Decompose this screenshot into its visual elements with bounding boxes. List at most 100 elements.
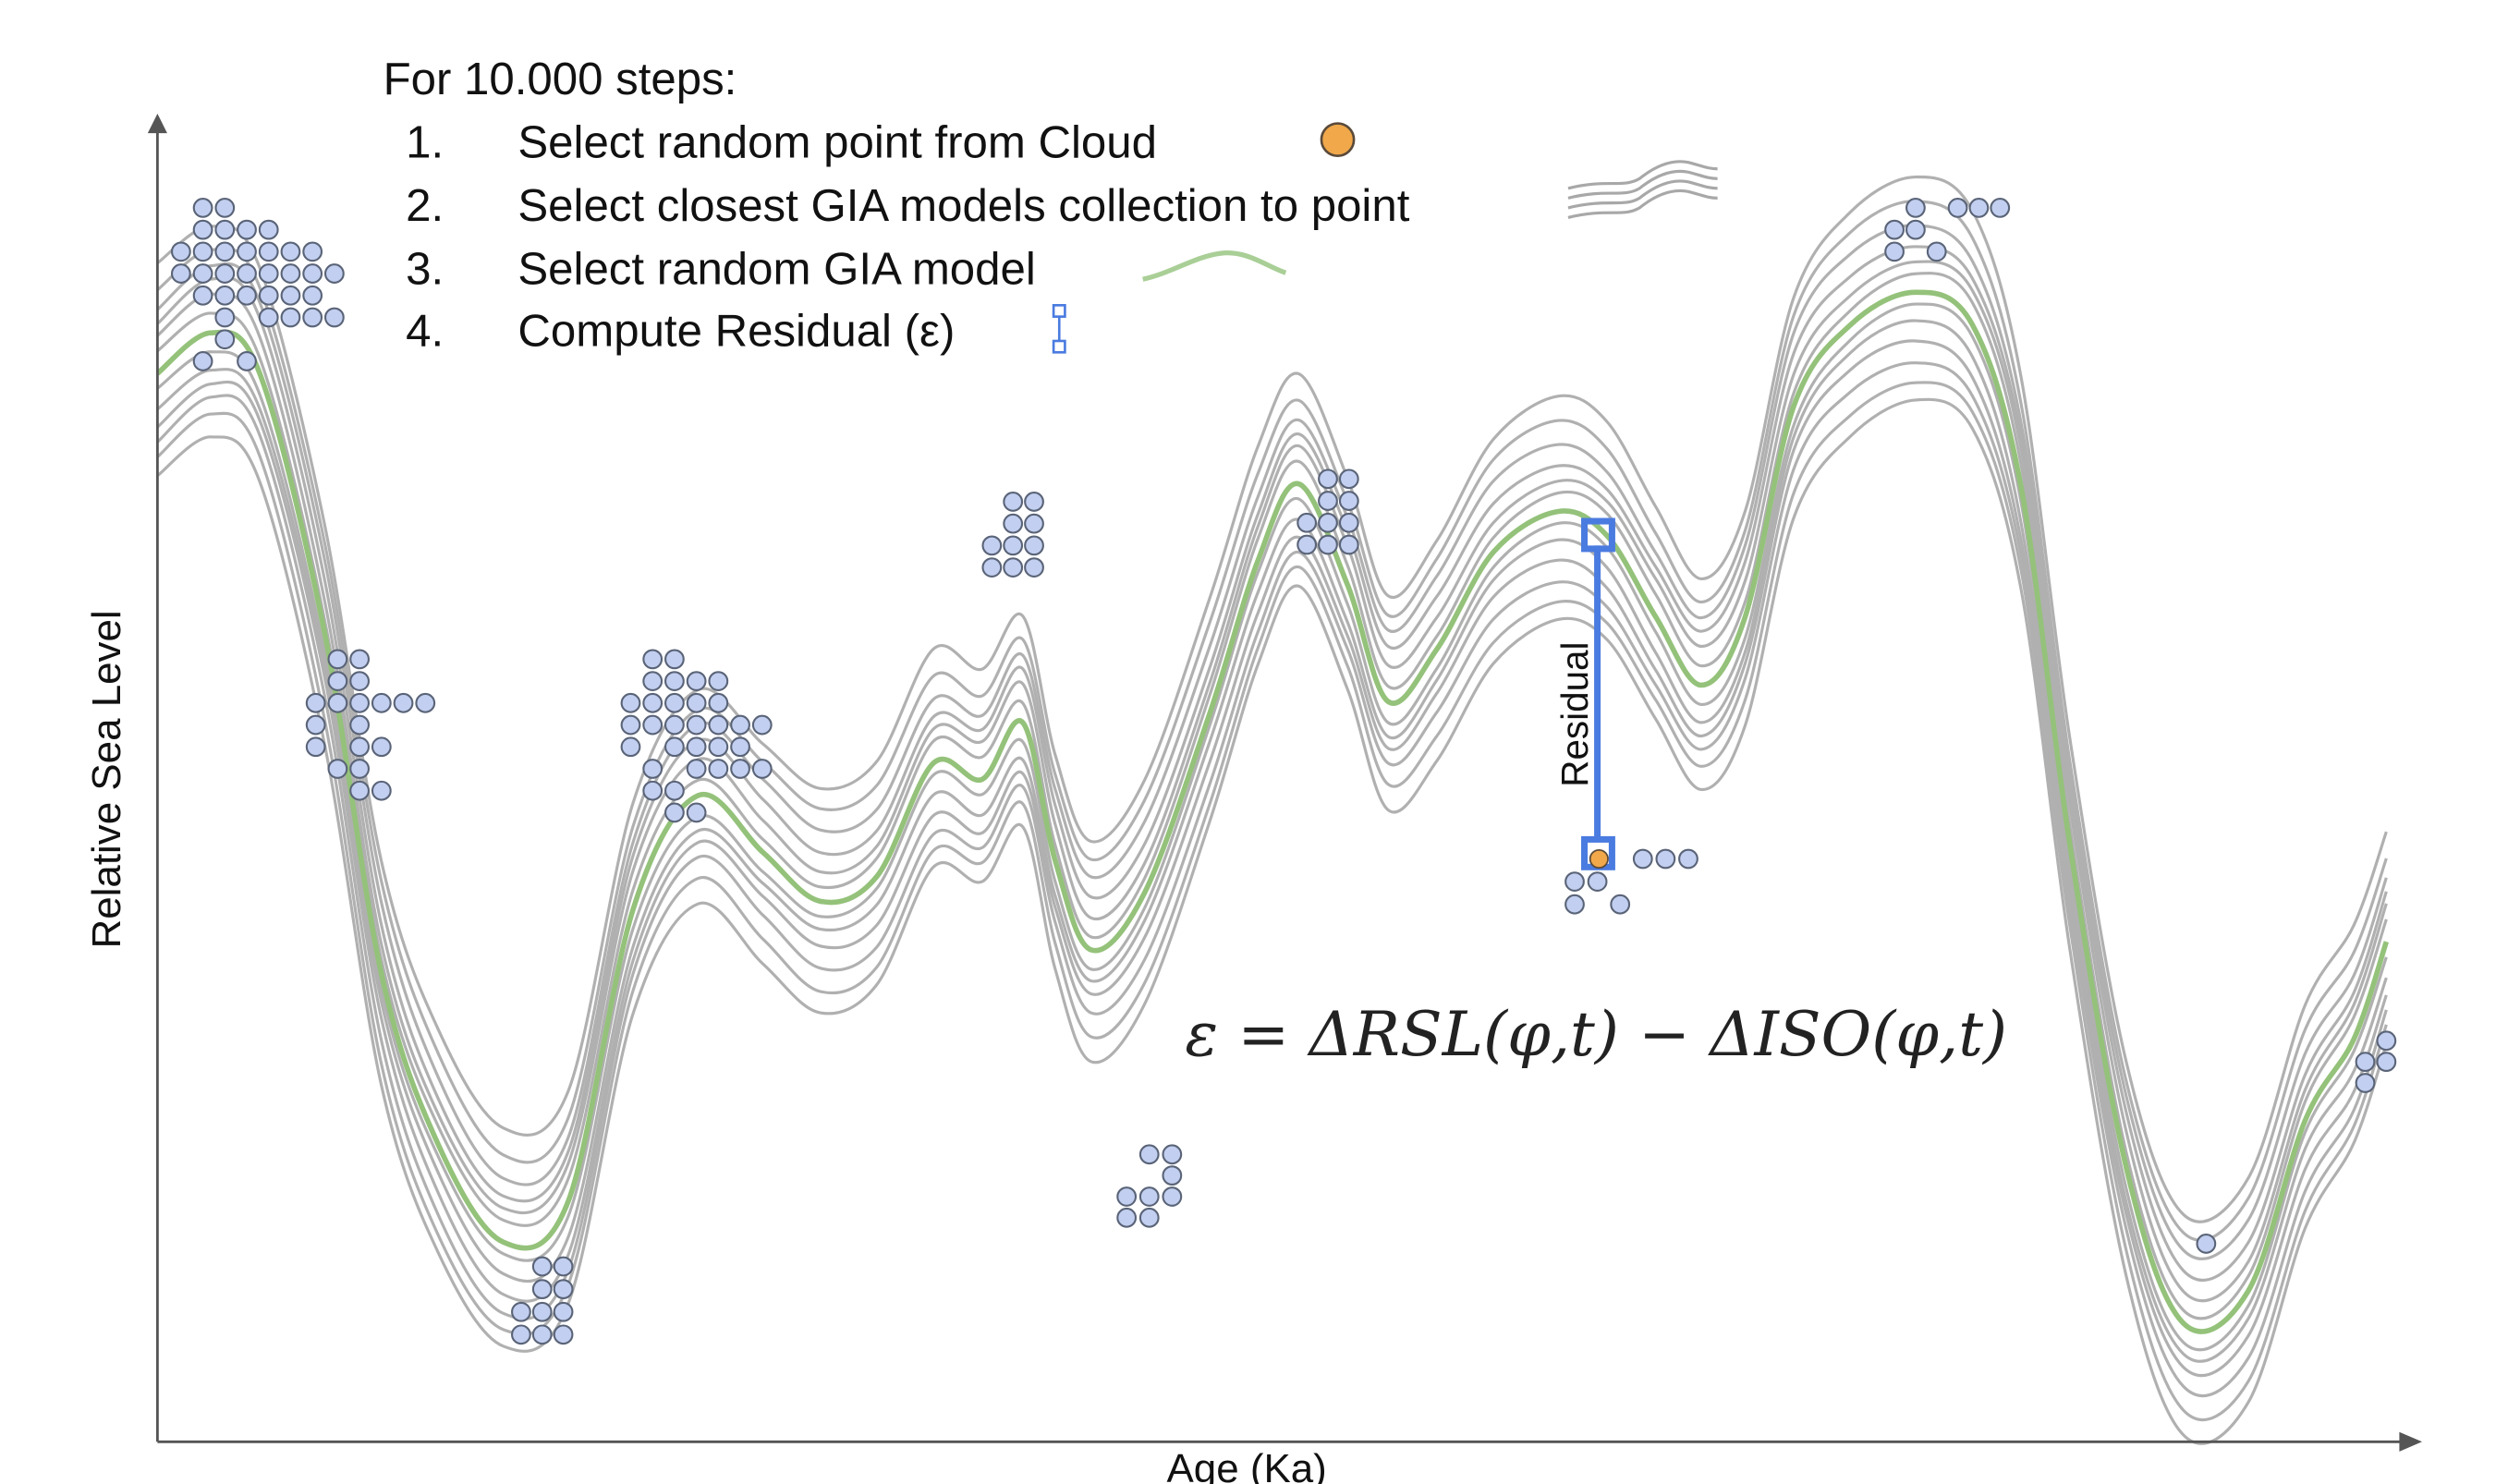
cloud-point	[393, 692, 414, 713]
cloud-point	[1318, 491, 1338, 511]
cloud-point	[1884, 241, 1905, 262]
cloud-point	[327, 671, 348, 691]
cloud-point	[981, 535, 1003, 556]
cloud-point	[1968, 198, 1990, 218]
cloud-point	[1990, 198, 2011, 218]
selected-gia-model-curve	[155, 289, 2390, 1334]
cloud-point	[1138, 1207, 1160, 1228]
cloud-point	[258, 307, 279, 328]
cloud-point	[531, 1324, 553, 1345]
cloud-point	[214, 263, 236, 284]
cloud-point	[553, 1324, 574, 1345]
cloud-point	[553, 1279, 574, 1300]
cloud-point	[280, 285, 301, 306]
cloud-point	[280, 307, 301, 328]
cloud-point	[642, 692, 664, 713]
gia-model-curve	[156, 260, 2388, 1303]
cloud-point	[751, 759, 773, 779]
cloud-point	[258, 285, 279, 306]
gia-model-curve	[156, 397, 2388, 1445]
cloud-point	[1318, 512, 1338, 533]
cloud-point	[1655, 848, 1676, 870]
cloud-point	[664, 780, 685, 801]
cloud-point-legend-icon	[1320, 122, 1356, 157]
gia-model-curve	[156, 339, 2388, 1378]
cloud-point	[664, 671, 685, 691]
residual-legend-icon	[1052, 304, 1066, 354]
cloud-point	[349, 759, 371, 779]
point-cloud	[305, 649, 436, 801]
cloud-point	[1926, 241, 1947, 262]
cloud-point	[371, 780, 392, 801]
point-cloud	[2196, 1234, 2217, 1254]
cloud-point	[349, 714, 371, 736]
cloud-point	[1162, 1186, 1183, 1207]
cloud-point	[258, 219, 279, 240]
gia-model-curve	[156, 200, 2388, 1242]
cloud-point	[686, 802, 707, 823]
cloud-point	[1610, 894, 1631, 915]
cloud-point	[237, 285, 257, 306]
instruction-list: For 10.000 steps: 1. Select random point…	[384, 54, 1718, 356]
cloud-point	[1003, 513, 1024, 534]
point-cloud	[511, 1256, 574, 1345]
cloud-point	[214, 285, 236, 306]
step-1-text: Select random point from Cloud	[517, 116, 1157, 167]
cloud-point	[371, 692, 392, 713]
cloud-point	[642, 759, 664, 779]
cloud-point	[323, 263, 345, 284]
cloud-point	[553, 1301, 574, 1322]
gia-model-legend-icon	[1142, 250, 1287, 282]
point-cloud	[620, 649, 773, 823]
y-axis-arrowhead	[147, 113, 167, 134]
cloud-point	[280, 241, 301, 262]
cloud-point	[553, 1256, 574, 1277]
cloud-point	[1024, 492, 1044, 512]
gia-collection-legend-icon	[1567, 160, 1718, 219]
cloud-point	[349, 692, 371, 713]
cloud-point	[730, 714, 750, 736]
residual-label: Residual	[1553, 642, 1596, 787]
cloud-point	[258, 263, 279, 284]
cloud-point	[730, 759, 750, 779]
cloud-point	[170, 241, 191, 262]
rsl-point-clouds	[170, 198, 2397, 1345]
cloud-point	[642, 780, 664, 801]
cloud-point	[1564, 894, 1585, 915]
cloud-point	[531, 1256, 553, 1277]
cloud-point	[2355, 1073, 2376, 1093]
cloud-point	[1884, 219, 1905, 240]
point-cloud	[1116, 1144, 1183, 1228]
cloud-point	[192, 198, 213, 218]
cloud-point	[686, 692, 707, 713]
step-4-number: 4.	[406, 305, 444, 356]
step-3-number: 3.	[406, 243, 444, 294]
cloud-point	[2376, 1052, 2397, 1073]
axes	[147, 113, 2422, 1452]
cloud-point	[302, 241, 323, 262]
cloud-point	[349, 671, 371, 691]
cloud-point	[214, 241, 236, 262]
y-axis-label: Relative Sea Level	[84, 610, 129, 948]
cloud-point	[708, 692, 729, 713]
cloud-point	[1905, 198, 1926, 218]
cloud-point	[686, 759, 707, 779]
cloud-point	[1024, 513, 1044, 534]
cloud-point	[327, 649, 348, 670]
cloud-point	[192, 241, 213, 262]
cloud-point	[1003, 557, 1024, 578]
cloud-point	[323, 307, 345, 328]
gia-model-curve	[156, 245, 2388, 1282]
cloud-point	[1162, 1165, 1183, 1186]
cloud-point	[214, 329, 236, 350]
cloud-point	[708, 714, 729, 736]
point-cloud	[1297, 468, 1359, 555]
residual-marker	[1581, 517, 1615, 870]
cloud-point	[664, 802, 685, 823]
cloud-point	[237, 219, 257, 240]
cloud-point	[349, 780, 371, 801]
cloud-point	[1632, 848, 1653, 870]
cloud-point	[214, 219, 236, 240]
selected-gia-model	[155, 289, 2390, 1334]
